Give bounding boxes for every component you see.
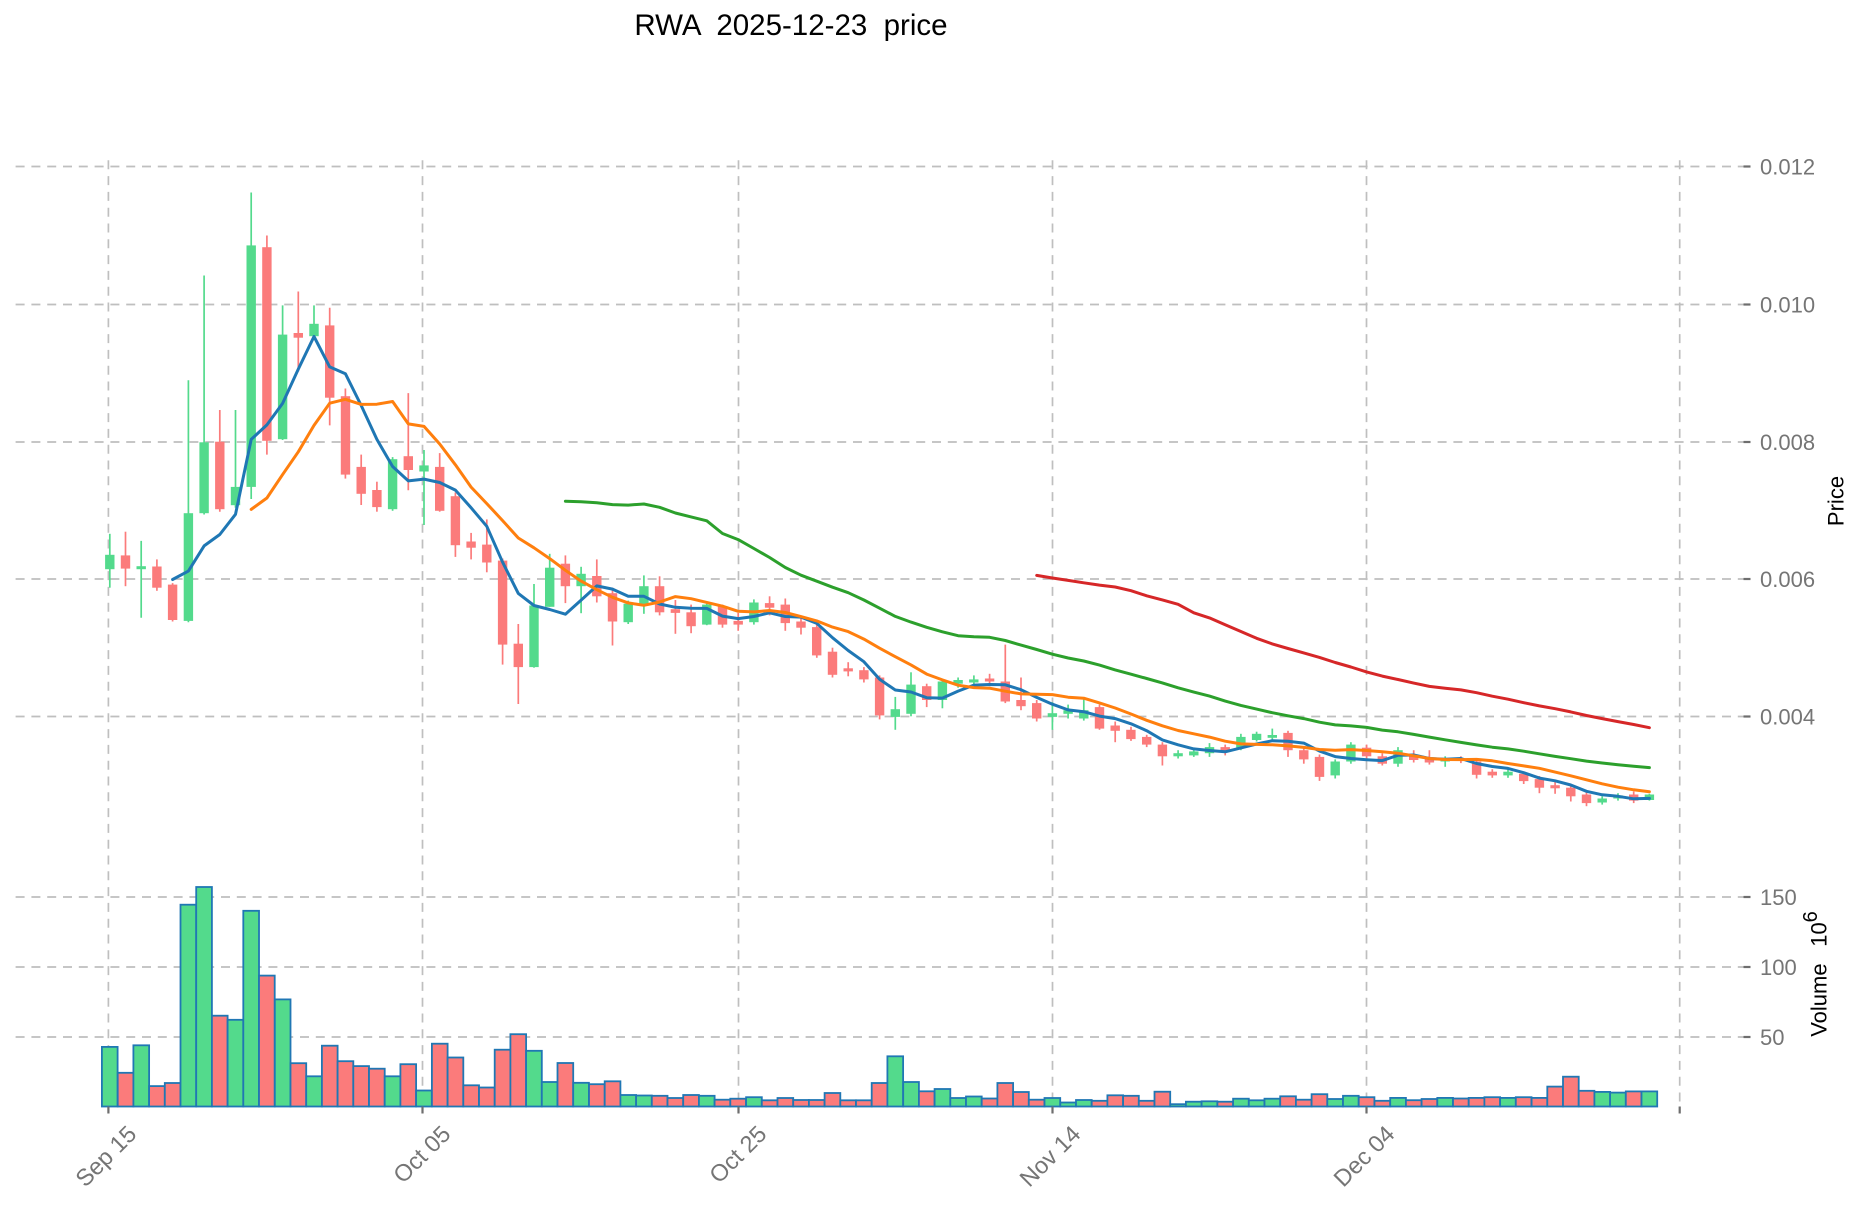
svg-text:0.004: 0.004 [1760,704,1815,729]
svg-text:100: 100 [1760,955,1797,980]
svg-text:50: 50 [1760,1025,1784,1050]
svg-text:RWA 2025-12-23 price: RWA 2025-12-23 price [634,9,947,42]
svg-text:0.006: 0.006 [1760,567,1815,592]
svg-text:0.010: 0.010 [1760,292,1815,317]
svg-text:0.008: 0.008 [1760,430,1815,455]
svg-text:Price: Price [1824,476,1849,526]
svg-text:150: 150 [1760,885,1797,910]
svg-text:0.012: 0.012 [1760,154,1815,179]
